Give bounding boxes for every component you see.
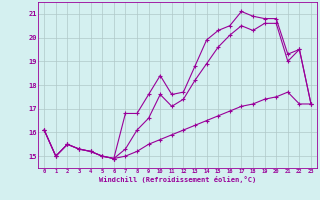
X-axis label: Windchill (Refroidissement éolien,°C): Windchill (Refroidissement éolien,°C) [99,176,256,183]
